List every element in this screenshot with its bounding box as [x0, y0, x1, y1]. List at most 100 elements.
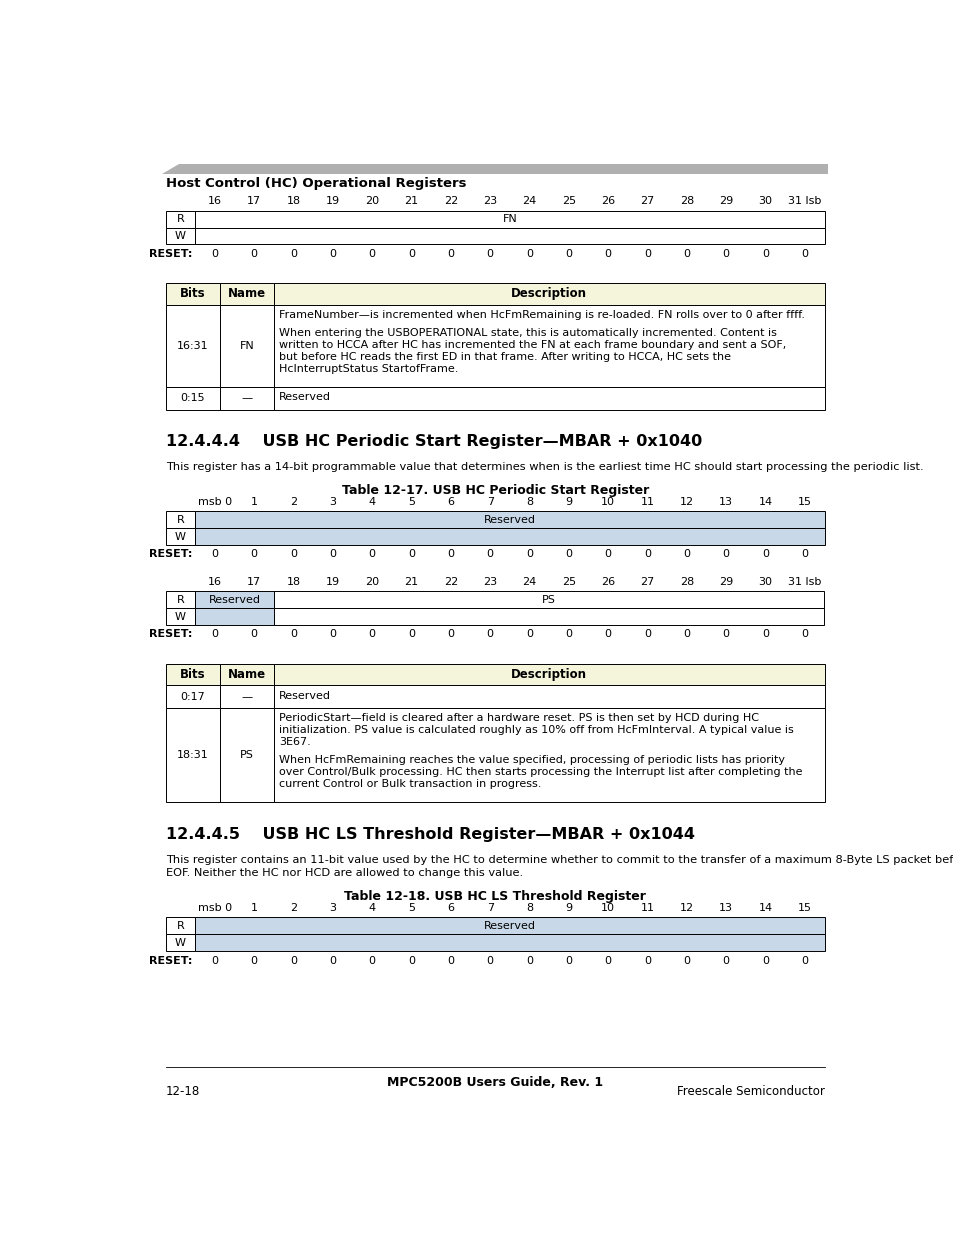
Text: current Control or Bulk transaction in progress.: current Control or Bulk transaction in p… — [279, 779, 541, 789]
Text: 0: 0 — [447, 956, 454, 966]
Text: 0: 0 — [761, 248, 768, 258]
Text: 14: 14 — [758, 903, 772, 913]
Text: 13: 13 — [719, 496, 733, 506]
Text: 0: 0 — [565, 956, 572, 966]
Text: 0: 0 — [761, 630, 768, 640]
Text: 0: 0 — [447, 550, 454, 559]
Text: 3: 3 — [329, 496, 336, 506]
Text: FrameNumber—is incremented when HcFmRemaining is re-loaded. FN rolls over to 0 a: FrameNumber—is incremented when HcFmRema… — [279, 310, 804, 320]
Text: 0: 0 — [368, 630, 375, 640]
Text: FN: FN — [502, 214, 517, 224]
Text: 17: 17 — [247, 577, 261, 587]
Text: 16: 16 — [208, 196, 222, 206]
Text: 7: 7 — [486, 496, 494, 506]
Text: 0: 0 — [290, 248, 296, 258]
Text: Bits: Bits — [180, 288, 205, 300]
Text: 0: 0 — [251, 248, 257, 258]
Text: 10: 10 — [600, 496, 615, 506]
Bar — [166, 529, 195, 545]
Text: 0: 0 — [604, 956, 611, 966]
Text: 12: 12 — [679, 496, 693, 506]
Text: 0: 0 — [212, 956, 218, 966]
Text: msb 0: msb 0 — [197, 903, 232, 913]
Text: 0: 0 — [290, 956, 296, 966]
Text: 18: 18 — [286, 196, 300, 206]
Text: 15: 15 — [797, 903, 811, 913]
Text: 27: 27 — [639, 196, 654, 206]
Text: 30: 30 — [758, 577, 772, 587]
Text: 21: 21 — [404, 577, 418, 587]
Text: 0: 0 — [486, 630, 493, 640]
Text: PS: PS — [541, 595, 556, 605]
Bar — [166, 609, 195, 625]
Bar — [166, 387, 219, 410]
Text: 27: 27 — [639, 577, 654, 587]
Bar — [166, 685, 219, 708]
Polygon shape — [162, 163, 827, 174]
Bar — [195, 592, 274, 609]
Text: 0: 0 — [447, 248, 454, 258]
Bar — [195, 211, 823, 227]
Bar — [166, 283, 219, 305]
Text: Reserved: Reserved — [279, 393, 331, 403]
Text: 8: 8 — [525, 903, 533, 913]
Bar — [166, 211, 195, 227]
Text: 0:15: 0:15 — [180, 393, 205, 404]
Text: W: W — [174, 531, 186, 542]
Text: 21: 21 — [404, 196, 418, 206]
Text: 14: 14 — [758, 496, 772, 506]
Bar — [166, 305, 219, 387]
Text: Table 12-18. USB HC LS Threshold Register: Table 12-18. USB HC LS Threshold Registe… — [344, 889, 645, 903]
Text: 0: 0 — [212, 248, 218, 258]
Text: FN: FN — [239, 341, 253, 351]
Text: Reserved: Reserved — [483, 921, 536, 931]
Bar — [166, 227, 195, 245]
Text: 3: 3 — [329, 903, 336, 913]
Text: When HcFmRemaining reaches the value specified, processing of periodic lists has: When HcFmRemaining reaches the value spe… — [279, 755, 784, 766]
Text: 13: 13 — [719, 903, 733, 913]
Text: 0: 0 — [643, 550, 650, 559]
Text: 20: 20 — [365, 196, 379, 206]
Text: Name: Name — [228, 288, 266, 300]
Text: 25: 25 — [561, 196, 576, 206]
Text: EOF. Neither the HC nor HCD are allowed to change this value.: EOF. Neither the HC nor HCD are allowed … — [166, 868, 522, 878]
Text: 0: 0 — [604, 550, 611, 559]
Text: Host Control (HC) Operational Registers: Host Control (HC) Operational Registers — [166, 177, 466, 190]
Text: 0: 0 — [290, 550, 296, 559]
Text: Table 12-17. USB HC Periodic Start Register: Table 12-17. USB HC Periodic Start Regis… — [341, 484, 648, 496]
Text: 0: 0 — [565, 550, 572, 559]
Text: 5: 5 — [408, 903, 415, 913]
Text: 0: 0 — [643, 956, 650, 966]
Text: 22: 22 — [443, 577, 457, 587]
Text: 0: 0 — [565, 248, 572, 258]
Text: PeriodicStart—field is cleared after a hardware reset. PS is then set by HCD dur: PeriodicStart—field is cleared after a h… — [279, 714, 759, 724]
Text: 0: 0 — [604, 248, 611, 258]
Text: but before HC reads the first ED in that frame. After writing to HCCA, HC sets t: but before HC reads the first ED in that… — [279, 352, 730, 362]
Bar — [195, 935, 823, 951]
Text: 3E67.: 3E67. — [279, 737, 311, 747]
Text: 25: 25 — [561, 577, 576, 587]
Text: over Control/Bulk processing. HC then starts processing the Interrupt list after: over Control/Bulk processing. HC then st… — [279, 767, 801, 777]
Text: W: W — [174, 231, 186, 241]
Text: 22: 22 — [443, 196, 457, 206]
Bar — [166, 708, 219, 803]
Text: 23: 23 — [482, 577, 497, 587]
Bar — [219, 283, 274, 305]
Text: 0: 0 — [329, 248, 336, 258]
Text: 0: 0 — [251, 630, 257, 640]
Text: 8: 8 — [525, 496, 533, 506]
Text: 10: 10 — [600, 903, 615, 913]
Text: When entering the USBOPERATIONAL state, this is automatically incremented. Conte: When entering the USBOPERATIONAL state, … — [279, 327, 777, 338]
Text: 0: 0 — [329, 630, 336, 640]
Text: 0: 0 — [368, 956, 375, 966]
Bar — [195, 609, 274, 625]
Bar — [166, 663, 219, 685]
Text: 0: 0 — [565, 630, 572, 640]
Text: 31 lsb: 31 lsb — [787, 577, 821, 587]
Text: RESET:: RESET: — [149, 248, 192, 258]
Text: 0: 0 — [604, 630, 611, 640]
Bar — [166, 918, 195, 935]
Text: 0: 0 — [525, 956, 533, 966]
Text: 0: 0 — [447, 630, 454, 640]
Bar — [219, 663, 274, 685]
